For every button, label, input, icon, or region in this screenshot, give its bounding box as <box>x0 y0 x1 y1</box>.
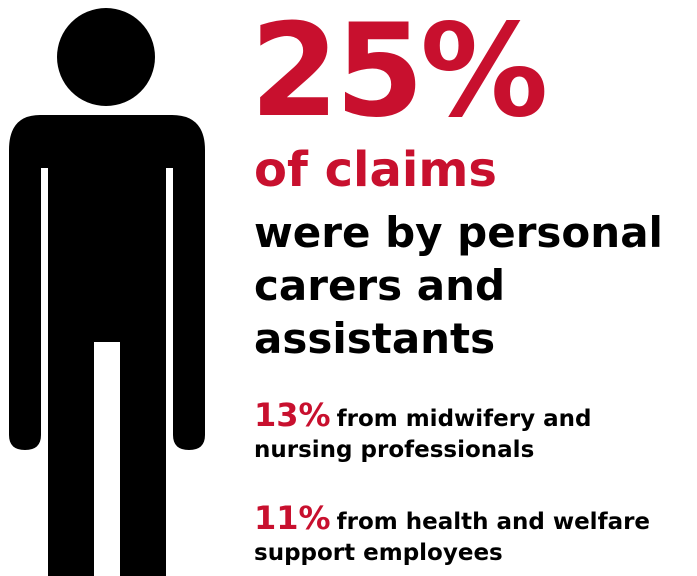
stat-text: from health and welfare support employee… <box>254 509 651 566</box>
stat-midwifery-nursing: 13% from midwifery and nursing profession… <box>254 399 694 466</box>
person-icon <box>0 0 240 576</box>
stat-percentage: 11% <box>254 499 331 537</box>
stat-percentage: 13% <box>254 396 331 434</box>
stat-text: from midwifery and nursing professionals <box>254 406 592 463</box>
headline-percentage: 25% <box>250 0 548 146</box>
headline-description: were by personal carers and assistants <box>254 208 663 363</box>
stat-health-welfare: 11% from health and welfare support emplo… <box>254 502 694 569</box>
headline-subtitle: of claims <box>254 142 497 198</box>
